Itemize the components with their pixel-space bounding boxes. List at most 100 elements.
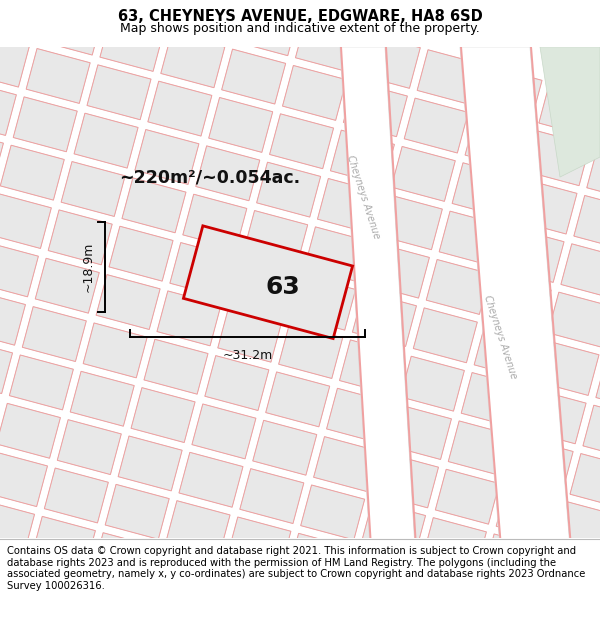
Polygon shape <box>240 469 304 524</box>
Polygon shape <box>301 485 365 540</box>
Polygon shape <box>461 372 525 428</box>
Polygon shape <box>314 437 377 491</box>
Polygon shape <box>539 82 600 138</box>
Polygon shape <box>96 274 160 329</box>
Polygon shape <box>460 47 570 548</box>
Polygon shape <box>365 243 430 298</box>
Polygon shape <box>22 307 86 361</box>
Polygon shape <box>105 484 169 539</box>
Polygon shape <box>335 598 400 625</box>
Polygon shape <box>148 81 212 136</box>
Polygon shape <box>561 244 600 299</box>
Polygon shape <box>583 405 600 460</box>
Text: Cheyneys Avenue: Cheyneys Avenue <box>482 294 518 381</box>
Polygon shape <box>557 502 600 557</box>
Polygon shape <box>349 549 413 604</box>
Polygon shape <box>379 195 442 250</box>
Polygon shape <box>184 226 353 339</box>
Polygon shape <box>362 501 425 556</box>
Polygon shape <box>118 436 182 491</box>
Polygon shape <box>209 98 273 152</box>
Polygon shape <box>61 162 125 216</box>
Polygon shape <box>144 339 208 394</box>
Polygon shape <box>74 113 138 168</box>
Polygon shape <box>70 371 134 426</box>
Polygon shape <box>83 323 147 378</box>
Polygon shape <box>100 16 164 71</box>
Polygon shape <box>0 548 22 603</box>
Polygon shape <box>317 179 382 233</box>
Polygon shape <box>10 355 73 410</box>
Polygon shape <box>509 438 573 492</box>
Polygon shape <box>131 388 195 442</box>
Polygon shape <box>391 146 455 201</box>
Polygon shape <box>388 404 451 459</box>
Polygon shape <box>343 82 407 137</box>
Polygon shape <box>0 129 4 184</box>
Polygon shape <box>0 145 64 200</box>
Polygon shape <box>122 178 186 232</box>
Polygon shape <box>340 47 372 548</box>
Polygon shape <box>183 194 247 249</box>
Polygon shape <box>170 242 234 298</box>
Polygon shape <box>352 291 416 346</box>
Polygon shape <box>448 421 512 476</box>
Polygon shape <box>474 324 538 379</box>
Polygon shape <box>570 454 600 509</box>
Polygon shape <box>535 341 599 396</box>
Polygon shape <box>404 98 468 153</box>
Polygon shape <box>52 0 116 7</box>
Polygon shape <box>548 292 600 347</box>
Polygon shape <box>0 500 35 555</box>
Polygon shape <box>496 486 560 541</box>
Polygon shape <box>109 226 173 281</box>
Polygon shape <box>214 566 278 620</box>
Polygon shape <box>0 452 47 507</box>
Polygon shape <box>48 210 112 265</box>
Polygon shape <box>157 291 221 346</box>
Polygon shape <box>460 47 502 548</box>
Polygon shape <box>35 258 99 313</box>
Polygon shape <box>500 228 564 282</box>
Text: 63, CHEYNEYS AVENUE, EDGWARE, HA8 6SD: 63, CHEYNEYS AVENUE, EDGWARE, HA8 6SD <box>118 9 482 24</box>
Polygon shape <box>587 147 600 202</box>
Polygon shape <box>340 340 404 395</box>
Polygon shape <box>13 97 77 152</box>
Polygon shape <box>422 518 487 572</box>
Polygon shape <box>574 196 600 251</box>
Polygon shape <box>140 598 204 625</box>
Polygon shape <box>531 599 595 625</box>
Polygon shape <box>257 162 320 217</box>
Polygon shape <box>275 582 339 625</box>
Polygon shape <box>544 550 600 605</box>
Polygon shape <box>436 469 499 524</box>
Polygon shape <box>79 581 143 625</box>
Polygon shape <box>522 389 586 444</box>
Text: Cheyneys Avenue: Cheyneys Avenue <box>345 154 381 240</box>
Polygon shape <box>57 419 121 474</box>
Polygon shape <box>331 130 394 185</box>
Polygon shape <box>540 47 600 177</box>
Polygon shape <box>426 259 490 314</box>
Polygon shape <box>221 49 286 104</box>
Polygon shape <box>452 162 516 217</box>
Polygon shape <box>340 47 415 548</box>
Polygon shape <box>218 308 282 362</box>
Polygon shape <box>0 32 29 87</box>
Polygon shape <box>295 17 359 72</box>
Polygon shape <box>201 614 265 625</box>
Polygon shape <box>356 34 420 88</box>
Polygon shape <box>153 549 217 604</box>
Polygon shape <box>174 0 238 39</box>
Polygon shape <box>266 372 330 427</box>
Polygon shape <box>596 357 600 412</box>
Polygon shape <box>244 211 308 266</box>
Polygon shape <box>179 452 243 508</box>
Polygon shape <box>0 0 42 39</box>
Polygon shape <box>166 501 230 556</box>
Polygon shape <box>161 33 225 88</box>
Polygon shape <box>31 516 95 571</box>
Polygon shape <box>326 388 391 443</box>
Polygon shape <box>465 114 529 169</box>
Text: ~220m²/~0.054ac.: ~220m²/~0.054ac. <box>119 168 301 186</box>
